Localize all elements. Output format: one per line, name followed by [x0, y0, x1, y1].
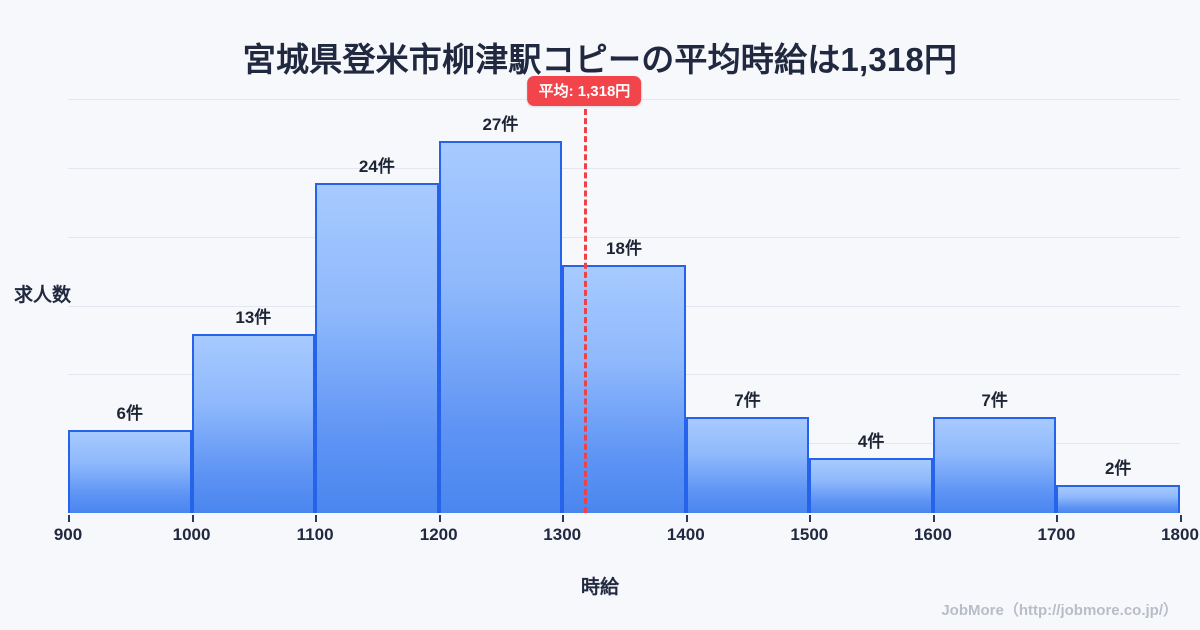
- x-axis-tick-label: 1100: [296, 525, 334, 544]
- x-axis-tick: [562, 515, 565, 522]
- x-axis-tick-label: 1300: [543, 525, 582, 544]
- x-axis-tick: [932, 515, 935, 522]
- histogram-bar: [68, 430, 192, 513]
- average-badge: 平均: 1,318円: [527, 76, 642, 106]
- x-axis-tick-label: 1500: [790, 525, 829, 544]
- histogram-bar: [191, 334, 316, 513]
- x-axis-tick-label: 1400: [666, 525, 705, 544]
- plot-area: 6件 13件 24件 27件 18件 7件 4件 7件 2件 平均: 1,318円: [68, 76, 1180, 513]
- x-axis-tick: [1056, 515, 1059, 522]
- page-title: 宮城県登米市柳津駅コピーの平均時給は1,318円: [242, 41, 958, 78]
- histogram-bar: [1056, 485, 1180, 513]
- x-axis-tick-label: 1200: [419, 525, 458, 544]
- bar-value-label: 6件: [116, 404, 143, 424]
- histogram-bar: [932, 416, 1057, 513]
- watermark: JobMore（http://jobmore.co.jp/）: [941, 602, 1178, 619]
- histogram-bar: [438, 141, 563, 513]
- x-axis-tick: [1180, 515, 1182, 522]
- bar-value-label: 7件: [981, 390, 1008, 410]
- histogram-bar: [685, 416, 810, 513]
- x-axis-label: 時給: [580, 577, 619, 598]
- histogram-bar: [562, 265, 686, 513]
- x-axis-tick: [438, 515, 441, 522]
- x-axis-tick: [809, 515, 812, 522]
- x-axis-tick-label: 1700: [1037, 525, 1076, 544]
- x-axis: 900 1000 1100 1200 1300 1400 1500 1600 1700 1800: [54, 515, 1199, 555]
- bar-value-label: 4件: [857, 431, 885, 451]
- x-axis-tick: [191, 515, 194, 522]
- bar-value-label: 13件: [235, 308, 272, 328]
- bar-value-label: 27件: [482, 115, 519, 135]
- x-axis-tick: [685, 515, 688, 522]
- x-axis-tick: [315, 515, 318, 522]
- x-axis-tick-label: 1800: [1161, 525, 1199, 544]
- bar-value-label: 7件: [734, 390, 761, 410]
- histogram-bar: [809, 457, 933, 513]
- bar-value-label: 2件: [1104, 459, 1132, 479]
- bar-value-label: 18件: [606, 239, 642, 259]
- histogram-bar: [315, 182, 439, 513]
- gridline: [68, 167, 1180, 169]
- y-axis-label: 求人数: [14, 285, 72, 306]
- gridline: [68, 236, 1180, 238]
- average-line: [584, 100, 588, 513]
- x-axis-tick-label: 900: [53, 525, 83, 544]
- x-axis-tick-label: 1600: [913, 525, 952, 544]
- bar-value-label: 24件: [358, 156, 395, 176]
- x-axis-tick-label: 1000: [172, 525, 211, 544]
- x-axis-tick: [68, 515, 70, 522]
